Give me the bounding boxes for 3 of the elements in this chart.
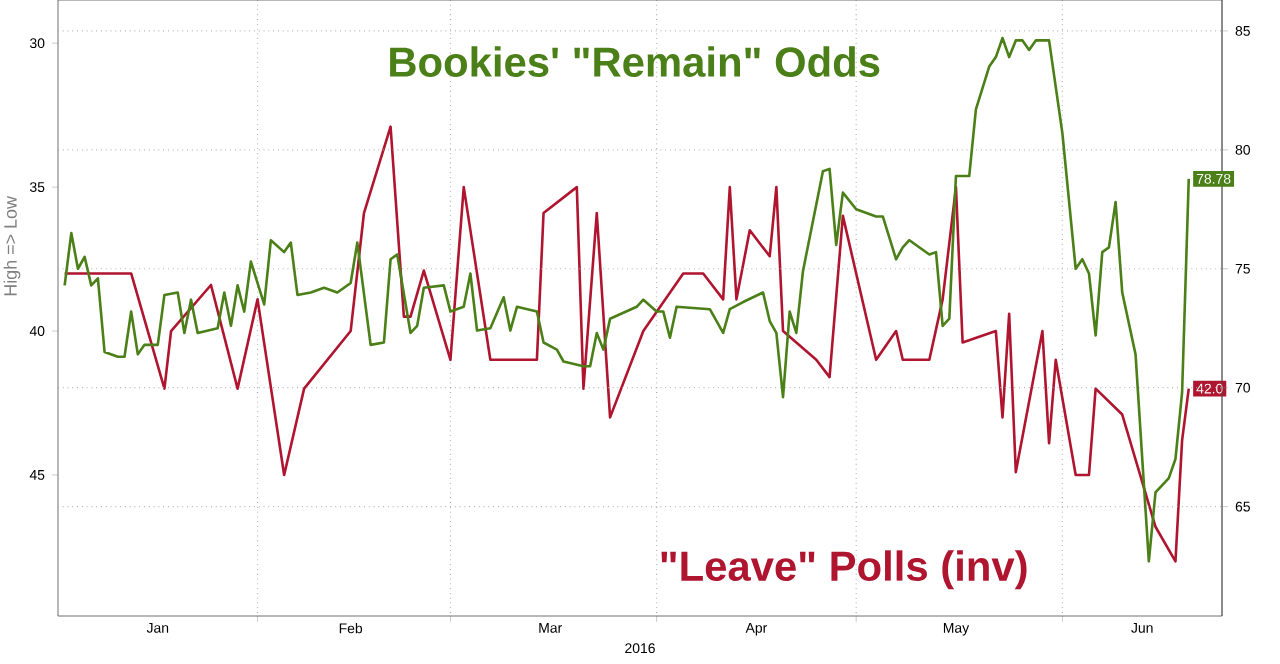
y-axis-title: High => Low	[3, 196, 21, 296]
series-label: "Leave" Polls (inv)	[661, 550, 1027, 590]
text: Bookies' "Remain" Odds	[390, 46, 880, 77]
